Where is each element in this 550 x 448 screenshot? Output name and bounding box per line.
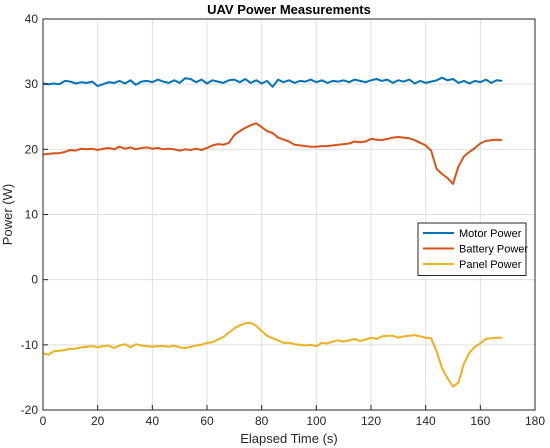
battery-power-line xyxy=(42,122,503,185)
legend-box xyxy=(417,222,527,276)
x-tick-label: 100 xyxy=(306,414,326,428)
y-tick-label: 0 xyxy=(31,273,38,287)
legend-label-motor-power: Motor Power xyxy=(459,228,522,240)
y-tick-label: 30 xyxy=(25,77,39,91)
chart-title: UAV Power Measurements xyxy=(207,2,371,17)
x-tick-label: 0 xyxy=(40,414,47,428)
y-tick-label: -20 xyxy=(21,403,39,417)
x-tick-label: 80 xyxy=(255,414,269,428)
x-tick-label: 120 xyxy=(361,414,381,428)
legend-label-panel-power: Panel Power xyxy=(459,259,522,271)
y-tick-label: -10 xyxy=(21,338,39,352)
x-axis-label: Elapsed Time (s) xyxy=(240,431,338,446)
series-lines xyxy=(42,76,503,388)
x-tick-label: 40 xyxy=(146,414,160,428)
legend-label-battery-power: Battery Power xyxy=(459,244,528,256)
x-tick-label: 140 xyxy=(416,414,436,428)
x-tick-label: 180 xyxy=(525,414,545,428)
legend: Motor Power Battery Power Panel Power xyxy=(417,222,528,276)
x-tick-label: 60 xyxy=(200,414,214,428)
y-tick-label: 40 xyxy=(25,12,39,26)
y-tick-label: 10 xyxy=(25,208,39,222)
panel-power-line xyxy=(42,321,503,388)
x-tick-label: 160 xyxy=(470,414,490,428)
y-axis-label: Power (W) xyxy=(0,184,15,245)
motor-power-line xyxy=(42,76,503,88)
axis-ticks: 0 20 40 60 80 100 120 140 160 180 -20 -10 0 10 20 30 40 xyxy=(21,12,546,428)
y-tick-label: 20 xyxy=(25,142,39,156)
x-tick-label: 20 xyxy=(91,414,105,428)
